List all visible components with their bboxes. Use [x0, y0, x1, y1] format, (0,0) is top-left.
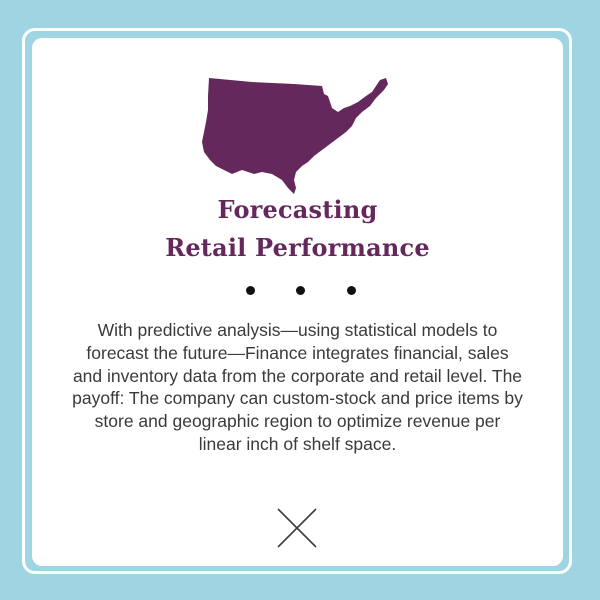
divider-dot — [246, 286, 255, 295]
divider-dot — [296, 286, 305, 295]
close-button[interactable] — [275, 506, 319, 550]
card-frame — [22, 28, 572, 574]
three-dots-divider — [32, 286, 563, 298]
us-map-icon — [32, 38, 563, 566]
divider-dot — [347, 286, 356, 295]
title-line-1: Forecasting — [217, 195, 378, 224]
title-line-2: Retail Performance — [165, 233, 430, 262]
description-text: With predictive analysis—using statistic… — [72, 320, 523, 454]
close-icon[interactable] — [275, 506, 319, 550]
info-card: Forecasting Retail Performance With pred… — [32, 38, 563, 566]
